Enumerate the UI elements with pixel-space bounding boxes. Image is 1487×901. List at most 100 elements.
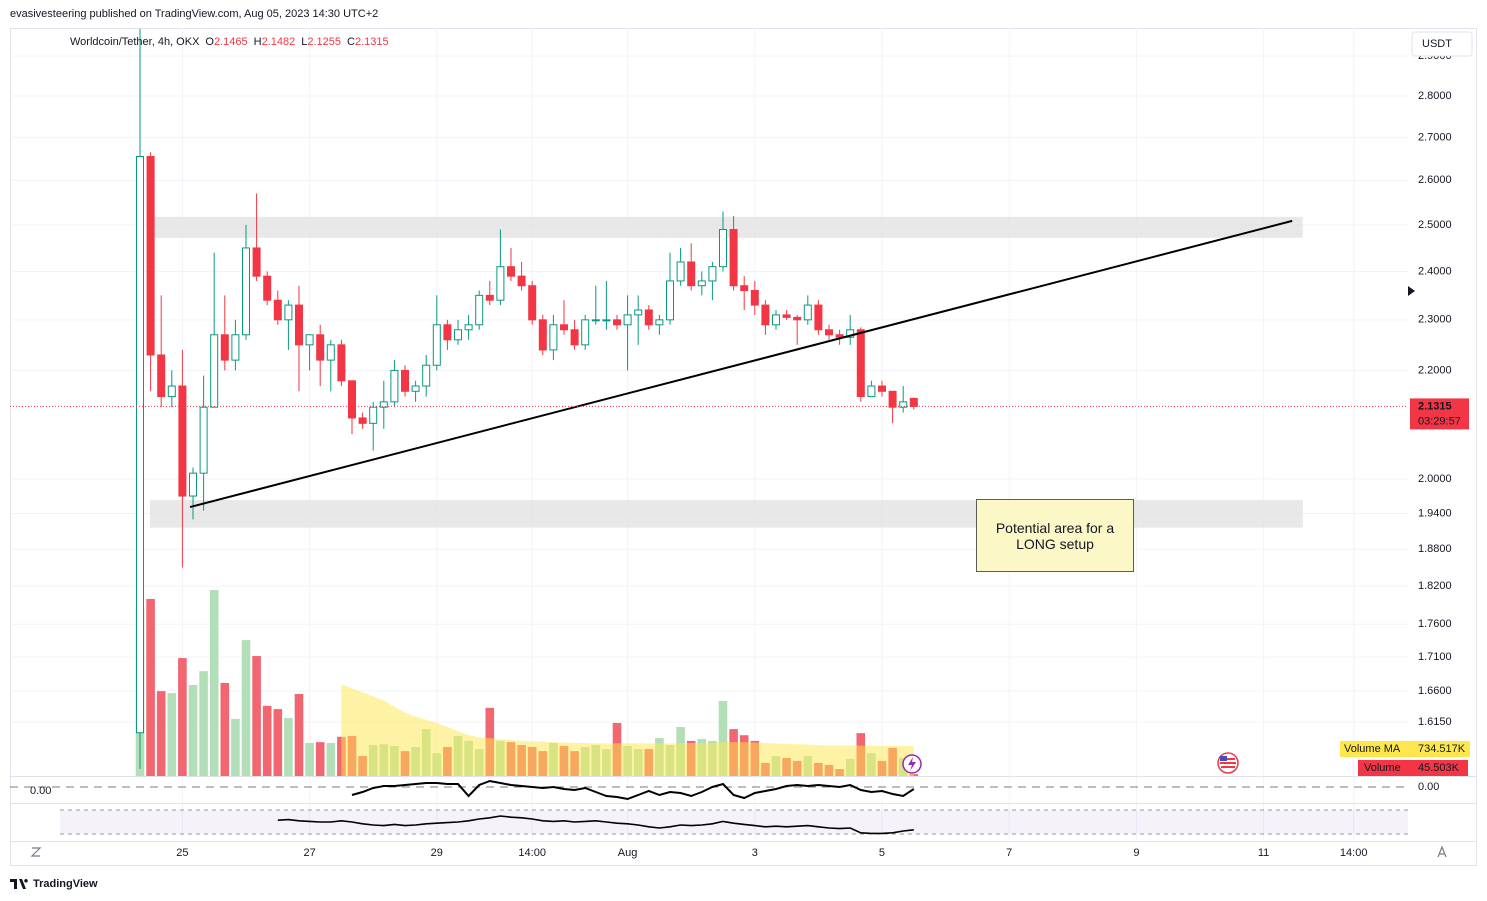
candle-body bbox=[379, 401, 388, 408]
candle-body bbox=[644, 309, 653, 326]
candle-body bbox=[263, 275, 272, 301]
volume-bar bbox=[718, 700, 728, 776]
icon-glyph bbox=[1220, 756, 1227, 761]
ohlc-label: L bbox=[301, 36, 307, 48]
candle-body bbox=[475, 294, 484, 326]
x-tick-label: 14:00 bbox=[518, 847, 546, 859]
volume-bar bbox=[252, 656, 261, 776]
candle-body bbox=[750, 290, 759, 306]
currency-button[interactable]: USDT bbox=[1411, 31, 1473, 57]
volume-value: 45.503K bbox=[1418, 762, 1460, 774]
candle-body bbox=[708, 266, 717, 282]
x-tick-label: 3 bbox=[752, 847, 758, 859]
rsi-band bbox=[60, 810, 1408, 834]
candle-body bbox=[199, 406, 208, 474]
currency-button-box[interactable] bbox=[1411, 31, 1473, 57]
price-label: 2.1315 bbox=[1418, 400, 1452, 412]
candle-body bbox=[517, 275, 526, 287]
volume-layer bbox=[135, 589, 919, 776]
candle-body bbox=[496, 266, 505, 301]
y-tick-label: 1.8800 bbox=[1418, 543, 1452, 555]
volume-bar bbox=[209, 589, 219, 776]
candle-body bbox=[909, 397, 918, 407]
candle-body bbox=[210, 334, 219, 408]
candle-body bbox=[591, 319, 600, 322]
volume-bar bbox=[178, 658, 187, 776]
y-tick-label: 2.3000 bbox=[1418, 314, 1452, 326]
candle-body bbox=[284, 304, 293, 321]
y-tick-label: 1.7100 bbox=[1418, 651, 1452, 663]
candle-body bbox=[485, 294, 494, 301]
candle-body bbox=[411, 385, 420, 392]
y-tick-label: 1.7600 bbox=[1418, 618, 1452, 630]
y-tick-label: 1.9400 bbox=[1418, 507, 1452, 519]
candle-body bbox=[273, 299, 282, 321]
candle-body bbox=[835, 334, 844, 338]
candle-body bbox=[570, 329, 579, 346]
scroll-arrow[interactable] bbox=[1408, 286, 1415, 296]
volume-bar bbox=[284, 718, 293, 776]
brand-logo bbox=[10, 879, 28, 889]
economic-event-icon[interactable] bbox=[1217, 752, 1239, 774]
candle-body bbox=[369, 406, 378, 424]
candle-body bbox=[252, 247, 261, 277]
x-tick-label: 27 bbox=[303, 847, 315, 859]
volume-bar bbox=[231, 718, 240, 776]
x-tick-label: 9 bbox=[1133, 847, 1139, 859]
candle-body bbox=[188, 472, 197, 497]
volume-bar bbox=[167, 693, 177, 776]
candle-body bbox=[814, 304, 823, 331]
candle-body bbox=[390, 369, 399, 403]
volume-bar bbox=[315, 742, 325, 776]
candle-body bbox=[453, 329, 462, 341]
legend-text: Worldcoin/Tether, 4h, OKX O2.1465 H2.1482 L… bbox=[70, 36, 389, 48]
candle-body bbox=[443, 324, 452, 341]
x-tick-label: 5 bbox=[879, 847, 885, 859]
osc-tick-label: 0.00 bbox=[1418, 781, 1439, 793]
lightning-icon[interactable] bbox=[902, 754, 922, 774]
volume-pill bbox=[1358, 760, 1468, 776]
ohlc-value: 2.1482 bbox=[262, 36, 296, 48]
oscillator-line bbox=[351, 779, 915, 801]
volume-bar bbox=[337, 736, 346, 776]
volume-bar bbox=[241, 640, 251, 776]
candle-body bbox=[135, 156, 144, 734]
candle-body bbox=[157, 354, 166, 398]
price-label-box bbox=[1410, 398, 1469, 430]
icon-glyph bbox=[908, 757, 916, 771]
ohlc-label: O bbox=[205, 36, 214, 48]
candle-body bbox=[687, 261, 696, 287]
volume-ma-area bbox=[341, 684, 914, 776]
y-tick-label: 2.6000 bbox=[1418, 174, 1452, 186]
candle-body bbox=[793, 316, 802, 321]
brand-name: TradingView bbox=[33, 878, 98, 890]
candle-body bbox=[559, 324, 568, 331]
currency-label[interactable]: USDT bbox=[1422, 38, 1452, 50]
candle-body bbox=[824, 329, 833, 336]
x-tick-label: 11 bbox=[1258, 847, 1269, 859]
candle-body bbox=[231, 334, 240, 361]
candles-layer bbox=[135, 28, 918, 769]
volume-bar bbox=[220, 682, 230, 776]
volume-bar bbox=[273, 709, 283, 776]
countdown-label: 03:29:57 bbox=[1418, 415, 1461, 427]
y-tick-label: 2.4000 bbox=[1418, 265, 1452, 277]
x-tick-label: 25 bbox=[176, 847, 188, 859]
candle-body bbox=[400, 369, 409, 392]
candle-body bbox=[740, 285, 749, 292]
price-zone bbox=[151, 216, 1303, 238]
candle-body bbox=[877, 385, 886, 392]
candle-body bbox=[718, 229, 727, 268]
z-glyph bbox=[30, 847, 42, 857]
indicator-panes bbox=[10, 776, 1477, 842]
scale-buttons bbox=[28, 844, 1450, 860]
candle-body bbox=[178, 385, 187, 497]
candle-body bbox=[305, 334, 314, 346]
candle-body bbox=[888, 390, 897, 408]
candle-body bbox=[665, 280, 674, 321]
candle-body bbox=[623, 314, 632, 326]
axis-layer: 2.90002.80002.70002.60002.50002.40002.30… bbox=[30, 50, 1470, 859]
candle-body bbox=[432, 324, 441, 366]
x-tick-label: 14:00 bbox=[1340, 847, 1368, 859]
